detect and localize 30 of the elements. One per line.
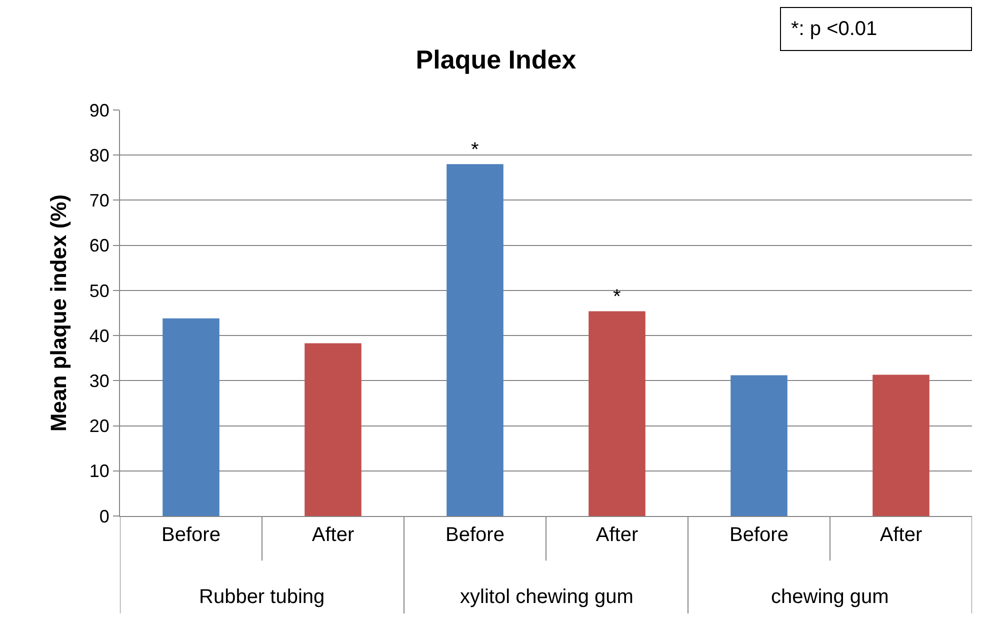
bar <box>162 318 220 516</box>
chart-title: Plaque Index <box>416 44 577 74</box>
x-tick-label: Before <box>446 524 504 546</box>
bar <box>872 374 930 516</box>
x-tick-label: After <box>596 524 638 546</box>
y-tick-label: 90 <box>89 100 110 120</box>
bar <box>730 375 788 516</box>
y-tick-label: 0 <box>99 506 110 526</box>
bar <box>304 343 362 516</box>
data-label: * <box>613 286 621 308</box>
y-tick-label: 50 <box>89 280 110 301</box>
x-tick-label: After <box>880 524 922 546</box>
x-tick-label: After <box>312 524 354 546</box>
bar <box>588 311 646 516</box>
text: *: p <0.01 <box>791 18 878 40</box>
y-tick-label: 40 <box>89 326 110 346</box>
y-tick-label: 30 <box>89 370 110 391</box>
text: Rubber tubing <box>199 586 325 608</box>
data-label: * <box>471 139 479 162</box>
y-tick-label: 60 <box>89 236 110 256</box>
x-tick-label: Before <box>730 524 788 546</box>
x-tick-label: Before <box>162 524 220 546</box>
text: chewing gum <box>771 586 889 608</box>
y-tick-label: 80 <box>89 145 110 166</box>
y-tick-label: 70 <box>89 190 110 211</box>
y-tick-label: 10 <box>89 461 110 482</box>
text: xylitol chewing gum <box>460 586 634 608</box>
y-axis-title: Mean plaque index (%) <box>46 194 71 432</box>
bar <box>446 164 504 516</box>
y-tick-label: 20 <box>89 416 110 436</box>
